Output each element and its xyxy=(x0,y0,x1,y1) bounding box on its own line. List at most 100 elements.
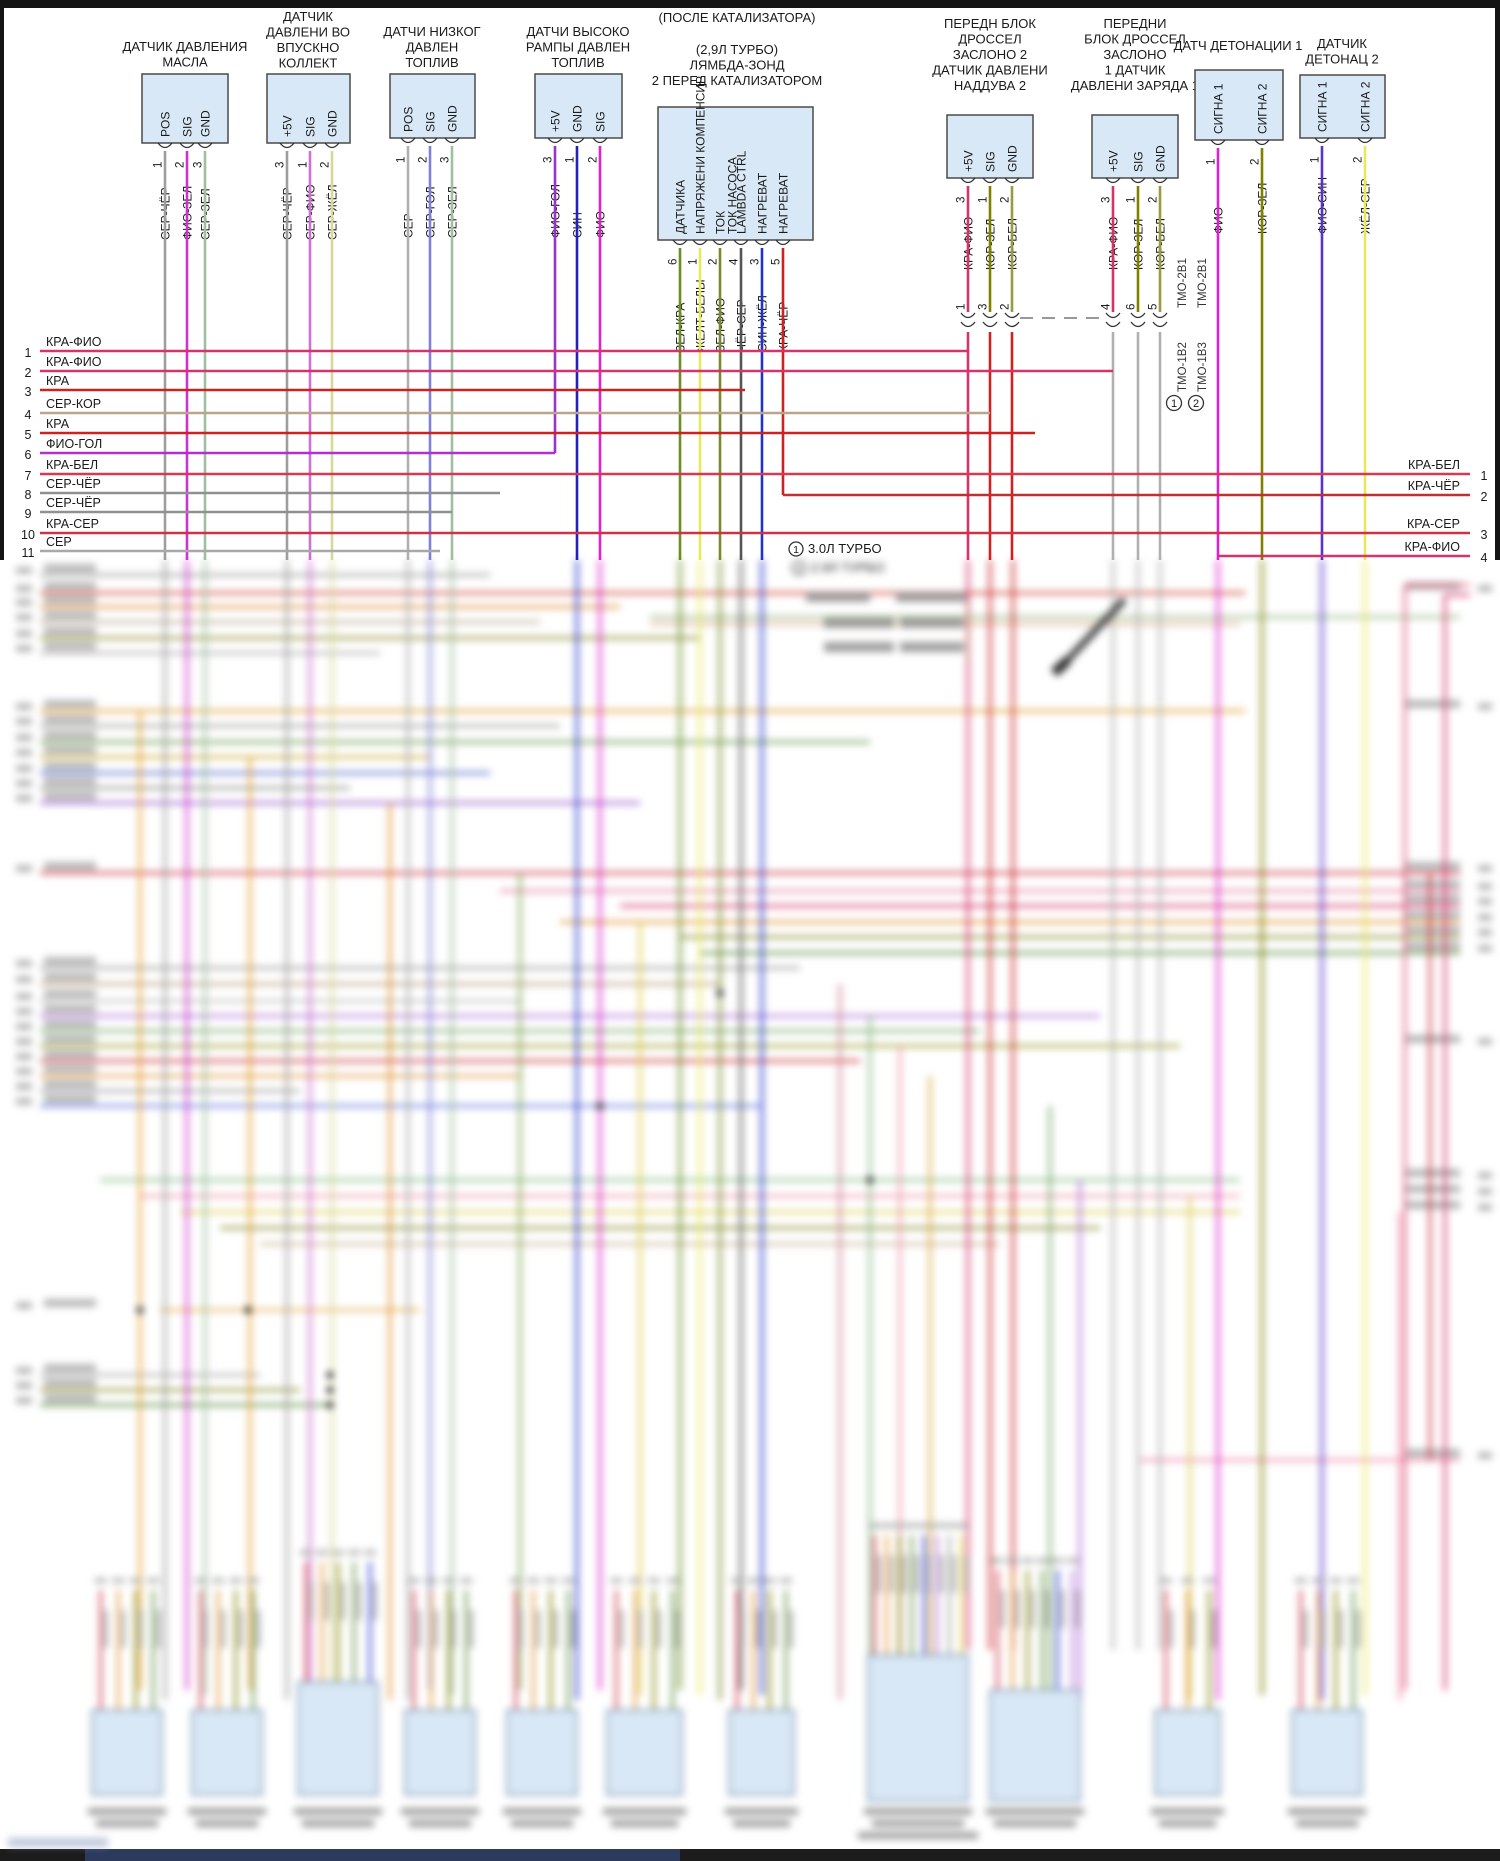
pin-name: ТОК xyxy=(714,211,728,234)
bus-number-left: 2 xyxy=(25,366,32,380)
block-title: ДАТЧИК ДАВЛЕНИЯ xyxy=(123,39,248,54)
blurred-number-bar xyxy=(16,1098,32,1105)
pin-number: 5 xyxy=(771,259,783,265)
blurred-number-bar xyxy=(16,1053,32,1060)
pin-name: +5V xyxy=(962,150,976,172)
inline-connector-number: 3 xyxy=(978,304,990,310)
variant-circle xyxy=(1187,394,1205,412)
pin-arc xyxy=(157,142,173,149)
blurred-table-bar xyxy=(824,618,894,628)
oil-pressure-sensor: ДАТЧИК ДАВЛЕНИЯМАСЛАPOS1СЕР-ЧЁРSIG2ФИО-З… xyxy=(123,39,248,560)
blurred-stub-label xyxy=(536,1610,541,1648)
block-title: ЗАСЛОНО 2 xyxy=(953,47,1027,62)
bus-number-left: 6 xyxy=(25,448,32,462)
blurred-number-bar xyxy=(1478,1038,1492,1045)
frame-right xyxy=(1495,0,1500,560)
pin-arc xyxy=(1152,177,1168,184)
blurred-label-bar xyxy=(44,990,96,998)
connector-box xyxy=(1299,74,1386,139)
blurred-stub-label xyxy=(221,1610,226,1648)
blurred-stub-label xyxy=(309,1582,313,1620)
pin-number: 1 xyxy=(1206,159,1218,165)
junction-dot xyxy=(326,1401,334,1409)
pin-name: LAMBDA CTRL xyxy=(735,150,749,234)
bottom-connector-box xyxy=(404,1709,476,1796)
blurred-pin-tick xyxy=(918,1523,931,1528)
block-title: ДАТЧИК ДАВЛЕНИ xyxy=(932,63,1048,78)
inline-connector-arc xyxy=(1130,321,1146,328)
bottom-connector-box xyxy=(91,1709,163,1796)
blurred-caption-bar xyxy=(1151,1808,1224,1815)
blurred-caption-bar xyxy=(1288,1808,1366,1815)
blurred-label-bar xyxy=(44,746,96,754)
bottom-connector-box xyxy=(606,1709,683,1796)
block-title: НАДДУВА 2 xyxy=(954,78,1026,93)
blurred-label-bar xyxy=(44,1379,96,1387)
blurred-stub-label xyxy=(434,1610,439,1648)
bus-label-left: КРА-ФИО xyxy=(46,335,102,349)
block-pretitle: (ПОСЛЕ КАТАЛИЗАТОРА) xyxy=(659,10,816,25)
pin-arc xyxy=(692,239,708,246)
blurred-pin-tick xyxy=(316,1550,328,1555)
blurred-layer: 2 2.9Л ТУРБО xyxy=(8,560,1492,1847)
pin-arc xyxy=(1004,177,1020,184)
bus-number-left: 10 xyxy=(21,528,35,542)
blurred-pin-tick xyxy=(129,1578,142,1583)
blurred-caption-bar xyxy=(611,1820,678,1827)
blurred-pin-tick xyxy=(1066,1558,1079,1563)
blurred-pin-tick xyxy=(747,1578,760,1583)
blurred-label-bar xyxy=(44,731,96,739)
blurred-pin-tick xyxy=(1181,1578,1194,1583)
block-title: КОЛЛЕКТ xyxy=(279,56,338,71)
inline-connector-arc xyxy=(1004,312,1020,319)
blurred-number-bar xyxy=(16,1008,32,1015)
blurred-table-bar xyxy=(824,642,894,652)
pin-arc xyxy=(1130,177,1146,184)
blurred-pin-tick xyxy=(629,1578,642,1583)
pin-arc xyxy=(569,137,585,144)
blurred-caption-bar xyxy=(994,1820,1076,1827)
watermark-bar xyxy=(8,1838,108,1847)
blurred-pin-tick xyxy=(991,1558,1004,1563)
pin-name: SIG xyxy=(181,116,195,137)
connector-box xyxy=(657,106,814,241)
variant-number: 1 xyxy=(793,544,799,556)
blurred-caption-bar xyxy=(864,1808,972,1815)
block-title: 1 ДАТЧИК xyxy=(1105,63,1166,78)
blurred-stub-label xyxy=(675,1610,680,1648)
inline-connector-arc xyxy=(982,312,998,319)
blurred-stub-label xyxy=(788,1610,793,1648)
bus-number-left: 3 xyxy=(25,385,32,399)
blurred-caption-bar xyxy=(196,1820,258,1827)
blurred-caption-bar xyxy=(188,1808,266,1815)
bus-label-right: КРА-ЧЁР xyxy=(1408,479,1460,493)
blurred-label-bar xyxy=(44,700,96,708)
blurred-label-bar xyxy=(44,1364,96,1372)
blurred-stub-label xyxy=(103,1610,108,1648)
blurred-pin-tick xyxy=(905,1523,918,1528)
blurred-number-bar xyxy=(1478,898,1492,905)
blurred-stub-label xyxy=(451,1610,456,1648)
blurred-caption-bar xyxy=(1159,1820,1216,1827)
inline-connector-arc xyxy=(982,321,998,328)
blurred-label-bar xyxy=(44,1095,96,1103)
connector-box xyxy=(1091,114,1179,179)
blurred-number-bar xyxy=(16,780,32,787)
block-title: ДАВЛЕН xyxy=(406,40,459,55)
pin-arc xyxy=(1210,139,1226,146)
blurred-number-bar xyxy=(16,960,32,967)
blurred-caption-bar xyxy=(511,1820,573,1827)
blurred-stub-label xyxy=(619,1610,624,1648)
pin-number: 3 xyxy=(275,162,287,168)
blurred-label-bar xyxy=(1406,862,1460,870)
pin-number: 1 xyxy=(1310,157,1322,163)
pin-number: 2 xyxy=(320,162,332,168)
blurred-stub-label xyxy=(121,1610,126,1648)
pin-number: 1 xyxy=(396,157,408,163)
inline-connector-number: 1 xyxy=(956,304,968,310)
inline-connector-arc xyxy=(1130,312,1146,319)
blurred-stub-label xyxy=(357,1582,361,1620)
blurred-pin-tick xyxy=(1347,1578,1360,1583)
